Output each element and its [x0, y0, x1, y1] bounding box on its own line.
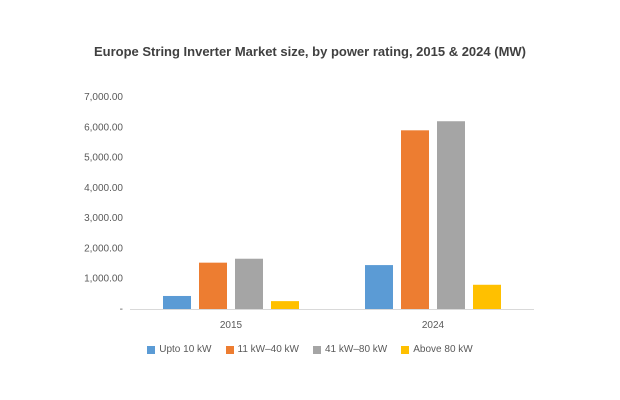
- y-tick-label: -: [120, 304, 123, 315]
- bar-2024-2: [437, 121, 465, 309]
- chart-title: Europe String Inverter Market size, by p…: [93, 44, 526, 59]
- bar-2024-1: [401, 130, 429, 309]
- y-tick-label: 6,000.00: [84, 122, 123, 133]
- bar-2015-3: [271, 301, 299, 309]
- legend-swatch-11-40kw: [225, 345, 234, 354]
- legend-label: 11 kW–40 kW: [237, 344, 300, 355]
- legend-label: Upto 10 kW: [159, 344, 212, 355]
- x-category-label: 2015: [220, 320, 243, 331]
- bar-2015-2: [235, 258, 263, 309]
- y-tick-label: 7,000.00: [84, 92, 123, 103]
- x-category-label: 2024: [422, 320, 445, 331]
- chart-legend: Upto 10 kW 11 kW–40 kW 41 kW–80 kW Above…: [0, 344, 620, 355]
- legend-label: 41 kW–80 kW: [325, 344, 388, 355]
- legend-swatch-upto-10kw: [147, 345, 156, 354]
- legend-item: 41 kW–80 kW: [313, 344, 387, 355]
- legend-label: Above 80 kW: [413, 344, 473, 355]
- y-tick-label: 2,000.00: [84, 243, 123, 254]
- legend-swatch-41-80kw: [313, 345, 321, 354]
- y-tick-label: 5,000.00: [84, 153, 123, 164]
- legend-item: 11 kW–40 kW: [225, 344, 300, 355]
- y-tick-label: 3,000.00: [84, 213, 123, 224]
- bar-2015-1: [199, 262, 227, 309]
- y-tick-label: 1,000.00: [84, 274, 123, 285]
- y-tick-label: 4,000.00: [84, 183, 123, 194]
- legend-item: Upto 10 kW: [147, 344, 212, 355]
- legend-swatch-above-80kw: [401, 345, 410, 354]
- bar-2015-0: [163, 295, 191, 309]
- bar-2024-0: [365, 265, 393, 309]
- bar-2024-3: [473, 284, 501, 309]
- legend-item: Above 80 kW: [401, 344, 473, 355]
